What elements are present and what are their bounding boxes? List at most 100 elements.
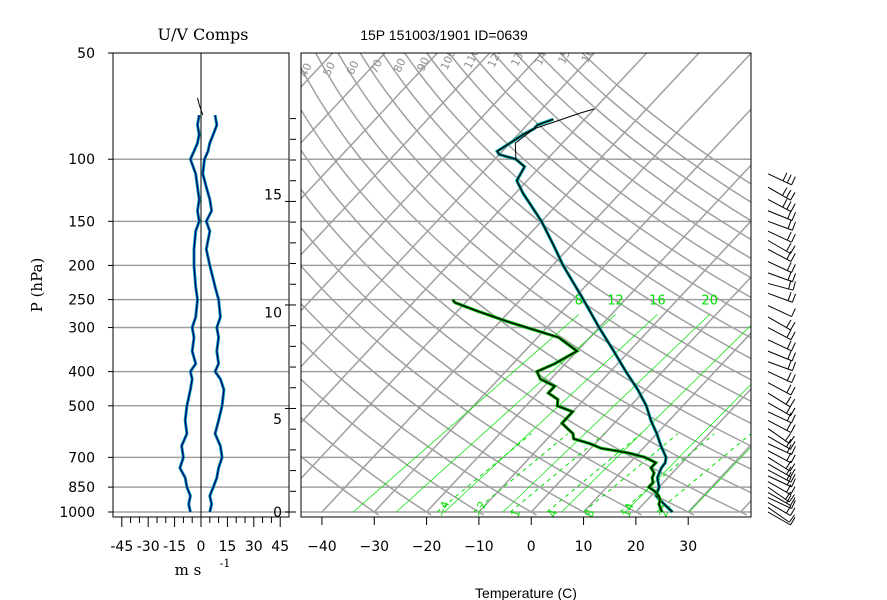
wind-barb	[767, 210, 796, 221]
uv-y-tick-label: 250	[68, 293, 95, 309]
uv-x-tick-label: -30	[137, 539, 160, 555]
dry-adiabat-line	[301, 148, 751, 494]
uv-grid	[113, 53, 289, 517]
uv-x-tick-label: -15	[163, 539, 186, 555]
wind-barb	[767, 172, 796, 186]
wind-barb	[767, 339, 796, 352]
isotherm-line	[426, 164, 751, 513]
uv-series-group	[178, 97, 226, 513]
uv-y-tick-label: 300	[68, 321, 95, 337]
uv-y-tick-label: 400	[68, 365, 95, 381]
upper-temperature-trace	[514, 108, 595, 160]
uv-y-ticks: 50 100 150 200 250 300 400 500 700 850 1000	[59, 46, 113, 521]
dry-adiabat-label: 80	[391, 56, 409, 74]
isotherm-line	[301, 53, 700, 480]
dry-adiabat-line	[337, 53, 751, 403]
temperature-tick-label: −20	[412, 539, 442, 555]
mixing-ratio-line	[444, 314, 658, 513]
uv-y-tick-label: 1000	[59, 505, 95, 521]
isotherm-line	[301, 53, 648, 424]
wind-barb	[767, 506, 795, 523]
uv-xlabel: m s	[175, 561, 202, 579]
isotherm-line	[301, 53, 438, 200]
uv-y-tick-label: 100	[68, 152, 95, 168]
dry-adiabat-label: 110	[461, 46, 482, 71]
temperature-tick-label: −10	[464, 539, 494, 555]
wind-barb	[767, 186, 796, 201]
temperature-tick-label: 30	[679, 539, 697, 555]
uv-y-tick-label: 700	[68, 450, 95, 466]
skewt-background	[0, 53, 887, 516]
skewt-series-group	[451, 108, 674, 514]
wind-barb	[767, 456, 796, 472]
dry-adiabat-line	[581, 53, 751, 185]
uv-title: U/V Comps	[157, 25, 248, 44]
height-tick-label: 15	[264, 188, 282, 204]
dry-adiabat-label: 120	[485, 45, 506, 70]
mixing-ratio-label: 28	[811, 293, 828, 308]
wind-barb	[767, 316, 796, 331]
isotherm-line	[793, 53, 887, 512]
uv-x-tick-label: 45	[271, 539, 289, 555]
dry-adiabat-label: 100	[438, 48, 459, 73]
dry-adiabat-line	[515, 53, 751, 241]
temperature-tick-label: 20	[627, 539, 645, 555]
moist-curve-label: 1	[509, 508, 524, 519]
uv-y-tick-label: 500	[68, 399, 95, 415]
isotherm-line	[301, 53, 491, 256]
mixing-ratio-line	[502, 314, 710, 513]
height-tick-label: 10	[264, 306, 282, 322]
wind-barb	[767, 305, 796, 318]
isotherm-line	[687, 443, 751, 513]
dry-adiabat-line	[301, 188, 748, 516]
wind-barb	[767, 450, 796, 464]
wind-barb	[767, 491, 796, 506]
wind-barb	[767, 371, 796, 384]
temperature-tick-label: 10	[575, 539, 593, 555]
moist-curve-label: 4	[546, 508, 561, 519]
uv-y-tick-label: 850	[68, 480, 95, 496]
height-tick-label: 5	[273, 412, 282, 428]
wind-barb	[767, 261, 796, 273]
wind-barb	[767, 481, 796, 496]
uv-u-line	[179, 114, 200, 513]
wind-barb	[767, 230, 796, 243]
mixing-ratio-label: 24	[754, 293, 771, 308]
mixing-ratio-line	[395, 314, 616, 513]
mixing-ratio-line	[561, 324, 751, 513]
dry-adiabat-line	[301, 226, 695, 516]
wind-barb	[767, 219, 796, 231]
wind-barb	[767, 271, 796, 283]
isotherm-line	[301, 53, 595, 368]
uv-x-tick-label: 0	[197, 539, 206, 555]
mixing-ratio-line	[689, 446, 751, 513]
dewpoint-line	[452, 299, 663, 513]
height-tick-label: 0	[273, 505, 282, 521]
dry-adiabat-label: 50	[320, 60, 338, 78]
dry-adiabat-line	[470, 53, 751, 279]
height-ticks: 0 5 10 15	[264, 118, 296, 521]
uv-x-ticks: -45 -30 -15 0 15 30 45	[110, 517, 289, 555]
uv-x-tick-label: -45	[110, 539, 133, 555]
wind-barb	[767, 486, 795, 503]
uv-y-tick-label: 200	[68, 258, 95, 274]
dry-adiabat-line	[381, 53, 751, 360]
dry-adiabat-line	[301, 378, 485, 516]
wind-barb	[767, 280, 796, 291]
wind-barbs	[767, 172, 796, 526]
isotherm-line	[739, 499, 751, 513]
isotherm-line	[0, 53, 176, 512]
mixing-ratio-line	[353, 314, 580, 513]
wind-barb	[767, 511, 796, 526]
isotherm-line	[301, 53, 543, 312]
wind-barb	[767, 419, 796, 434]
temperature-halo	[494, 117, 674, 514]
uv-top-trace	[197, 97, 204, 116]
dry-adiabat-label: 90	[414, 55, 432, 73]
uv-y-tick-label: 50	[77, 46, 95, 62]
uv-v-line	[202, 114, 225, 513]
dry-adiabat-line	[301, 264, 643, 516]
wind-barb	[767, 382, 796, 396]
moist-curve-label: 14	[620, 501, 637, 519]
